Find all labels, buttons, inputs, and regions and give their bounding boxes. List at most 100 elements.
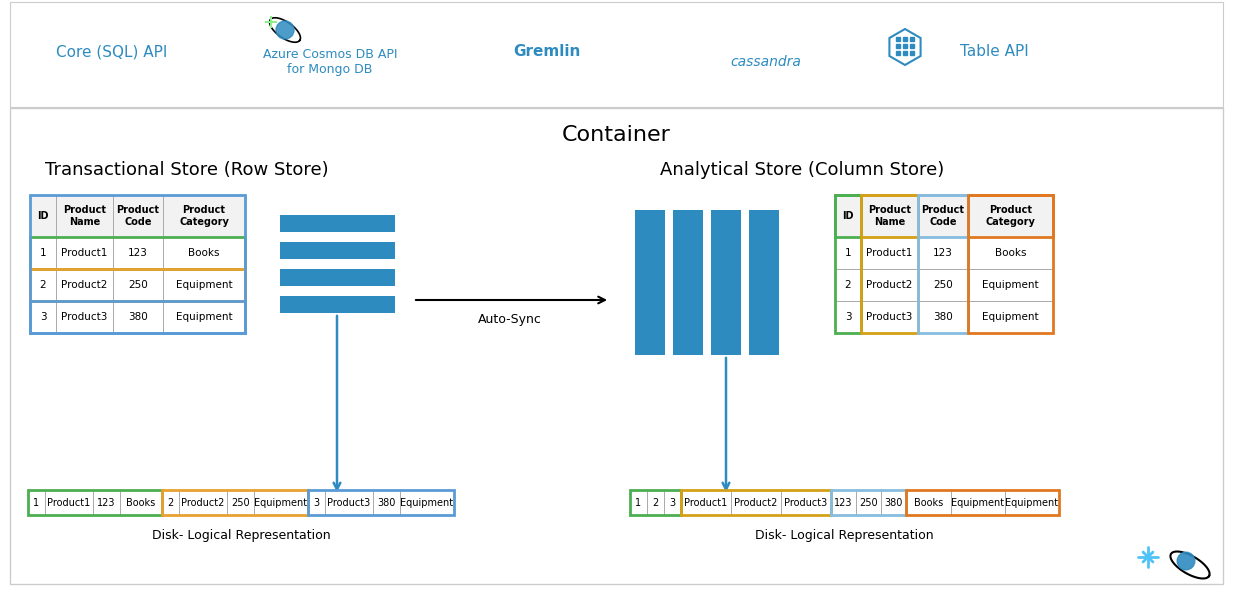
Text: Azure Cosmos DB API
for Mongo DB: Azure Cosmos DB API for Mongo DB [263, 48, 397, 76]
Text: Product3: Product3 [62, 312, 107, 322]
FancyBboxPatch shape [30, 195, 55, 237]
FancyBboxPatch shape [673, 210, 703, 355]
FancyBboxPatch shape [55, 301, 113, 333]
Text: 1: 1 [635, 498, 641, 507]
FancyBboxPatch shape [968, 237, 1053, 269]
FancyBboxPatch shape [163, 269, 245, 301]
FancyBboxPatch shape [92, 490, 120, 515]
FancyBboxPatch shape [280, 242, 395, 259]
Text: 380: 380 [884, 498, 903, 507]
FancyBboxPatch shape [711, 210, 741, 355]
FancyBboxPatch shape [55, 269, 113, 301]
FancyBboxPatch shape [163, 237, 245, 269]
FancyBboxPatch shape [835, 237, 861, 269]
Text: Gremlin: Gremlin [513, 45, 581, 59]
Text: Product2: Product2 [181, 498, 224, 507]
FancyBboxPatch shape [835, 269, 861, 301]
FancyBboxPatch shape [30, 301, 55, 333]
Text: Books: Books [995, 248, 1026, 258]
FancyBboxPatch shape [374, 490, 399, 515]
FancyBboxPatch shape [856, 490, 882, 515]
FancyBboxPatch shape [919, 237, 968, 269]
Text: Product2: Product2 [62, 280, 107, 290]
FancyBboxPatch shape [179, 490, 227, 515]
Text: Books: Books [189, 248, 219, 258]
FancyBboxPatch shape [831, 490, 856, 515]
FancyBboxPatch shape [906, 490, 951, 515]
FancyBboxPatch shape [882, 490, 906, 515]
FancyBboxPatch shape [227, 490, 254, 515]
FancyBboxPatch shape [861, 269, 919, 301]
FancyBboxPatch shape [55, 237, 113, 269]
Text: 380: 380 [377, 498, 396, 507]
FancyBboxPatch shape [1005, 490, 1059, 515]
Text: 250: 250 [128, 280, 148, 290]
Text: Analytical Store (Column Store): Analytical Store (Column Store) [660, 161, 944, 179]
Text: 2: 2 [168, 498, 174, 507]
Text: 380: 380 [933, 312, 953, 322]
FancyBboxPatch shape [731, 490, 780, 515]
Text: Equipment: Equipment [254, 498, 307, 507]
Text: cassandra: cassandra [731, 55, 801, 69]
Circle shape [276, 21, 293, 39]
Text: 250: 250 [859, 498, 878, 507]
Text: Product3: Product3 [867, 312, 912, 322]
Text: 1: 1 [39, 248, 47, 258]
Text: 2: 2 [39, 280, 47, 290]
FancyBboxPatch shape [113, 237, 163, 269]
FancyBboxPatch shape [280, 215, 395, 232]
FancyBboxPatch shape [280, 296, 395, 313]
FancyBboxPatch shape [280, 269, 395, 286]
FancyBboxPatch shape [835, 301, 861, 333]
Text: Equipment: Equipment [175, 312, 232, 322]
Text: 3: 3 [39, 312, 47, 322]
FancyBboxPatch shape [28, 490, 44, 515]
Text: Disk- Logical Representation: Disk- Logical Representation [152, 529, 330, 542]
Text: ID: ID [842, 211, 853, 221]
Text: Equipment: Equipment [983, 312, 1039, 322]
Text: Product1: Product1 [684, 498, 727, 507]
Text: Product2: Product2 [735, 498, 778, 507]
Circle shape [1178, 552, 1195, 570]
Text: Product
Code: Product Code [921, 205, 964, 227]
Text: 3: 3 [845, 312, 851, 322]
FancyBboxPatch shape [113, 195, 163, 237]
Text: 380: 380 [128, 312, 148, 322]
FancyBboxPatch shape [30, 237, 55, 269]
Text: Product1: Product1 [47, 498, 90, 507]
Text: Product
Name: Product Name [63, 205, 106, 227]
FancyBboxPatch shape [254, 490, 308, 515]
Text: Table API: Table API [961, 45, 1028, 59]
FancyBboxPatch shape [919, 195, 968, 237]
FancyBboxPatch shape [163, 195, 245, 237]
FancyBboxPatch shape [968, 301, 1053, 333]
FancyBboxPatch shape [951, 490, 1005, 515]
Text: Equipment: Equipment [175, 280, 232, 290]
Text: Product
Category: Product Category [985, 205, 1036, 227]
Text: Equipment: Equipment [1005, 498, 1059, 507]
FancyBboxPatch shape [835, 195, 861, 237]
Text: Books: Books [914, 498, 943, 507]
Text: 123: 123 [835, 498, 853, 507]
FancyBboxPatch shape [665, 490, 681, 515]
FancyBboxPatch shape [308, 490, 326, 515]
FancyBboxPatch shape [163, 301, 245, 333]
Text: Auto-Sync: Auto-Sync [478, 314, 543, 327]
Text: Equipment: Equipment [983, 280, 1039, 290]
Text: Core (SQL) API: Core (SQL) API [57, 45, 168, 59]
Text: ID: ID [37, 211, 49, 221]
Text: 3: 3 [313, 498, 319, 507]
Text: 2: 2 [845, 280, 851, 290]
Text: Product2: Product2 [867, 280, 912, 290]
FancyBboxPatch shape [681, 490, 731, 515]
FancyBboxPatch shape [10, 2, 1223, 107]
Text: Disk- Logical Representation: Disk- Logical Representation [755, 529, 933, 542]
Text: Product
Name: Product Name [868, 205, 911, 227]
FancyBboxPatch shape [55, 195, 113, 237]
Text: 2: 2 [652, 498, 658, 507]
Text: Product1: Product1 [867, 248, 912, 258]
Text: Product1: Product1 [62, 248, 107, 258]
FancyBboxPatch shape [635, 210, 665, 355]
FancyBboxPatch shape [399, 490, 454, 515]
Text: Container: Container [562, 125, 671, 145]
